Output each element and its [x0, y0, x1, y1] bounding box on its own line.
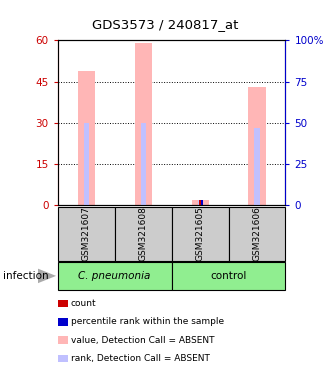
- Text: GSM321607: GSM321607: [82, 207, 91, 261]
- Bar: [83, 123, 89, 205]
- Polygon shape: [38, 269, 56, 283]
- Bar: [58, 262, 172, 290]
- Text: GSM321606: GSM321606: [252, 207, 261, 261]
- Bar: [172, 262, 285, 290]
- Bar: [197, 200, 203, 205]
- Text: value, Detection Call = ABSENT: value, Detection Call = ABSENT: [71, 336, 214, 345]
- Bar: [58, 207, 115, 261]
- Bar: [115, 207, 172, 261]
- Text: GDS3573 / 240817_at: GDS3573 / 240817_at: [92, 18, 238, 31]
- Text: control: control: [210, 271, 247, 281]
- Text: rank, Detection Call = ABSENT: rank, Detection Call = ABSENT: [71, 354, 210, 363]
- Text: GSM321608: GSM321608: [139, 207, 148, 261]
- Text: C. pneumonia: C. pneumonia: [79, 271, 151, 281]
- Bar: [248, 87, 266, 205]
- Bar: [78, 71, 95, 205]
- Bar: [254, 128, 260, 205]
- Bar: [199, 200, 202, 205]
- Bar: [135, 43, 152, 205]
- Bar: [228, 207, 285, 261]
- Text: count: count: [71, 299, 97, 308]
- Bar: [172, 207, 228, 261]
- Bar: [191, 200, 209, 205]
- Bar: [202, 200, 203, 205]
- Text: infection: infection: [3, 271, 49, 281]
- Text: GSM321605: GSM321605: [196, 207, 205, 261]
- Text: percentile rank within the sample: percentile rank within the sample: [71, 317, 224, 326]
- Bar: [141, 123, 146, 205]
